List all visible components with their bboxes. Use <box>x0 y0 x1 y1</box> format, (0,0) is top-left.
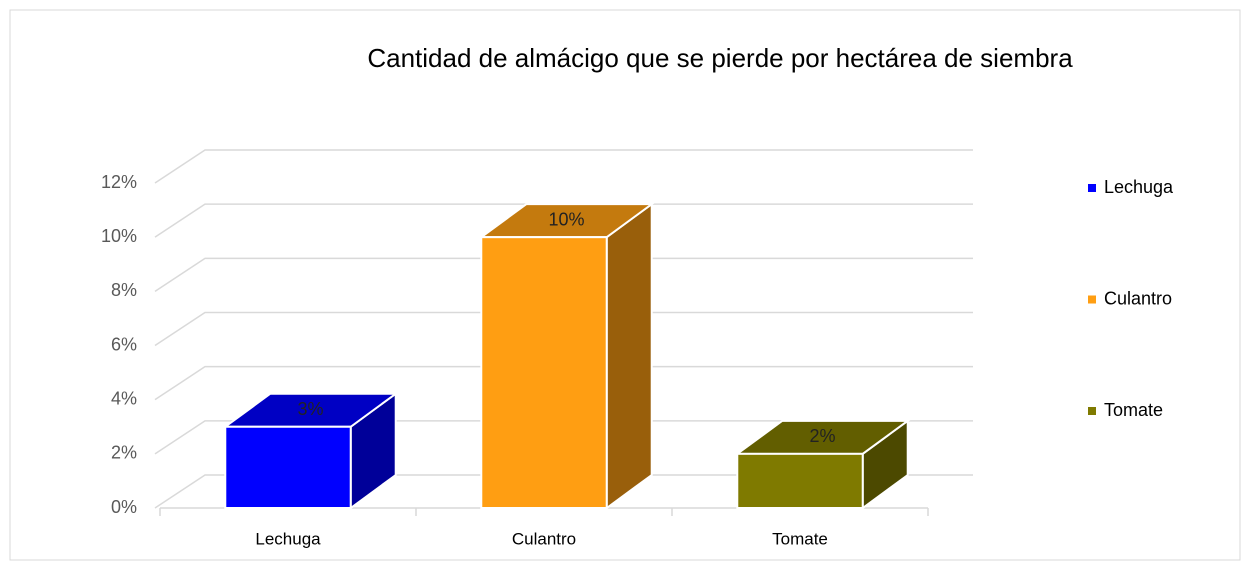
y-tick-label: 2% <box>111 443 137 463</box>
legend-label: Lechuga <box>1104 177 1174 197</box>
grid-line <box>154 149 973 184</box>
data-label: 2% <box>809 426 835 446</box>
x-tick-label: Culantro <box>512 529 576 548</box>
bar <box>480 236 608 510</box>
legend-marker <box>1088 407 1096 415</box>
y-tick-label: 0% <box>111 497 137 517</box>
legend-label: Culantro <box>1104 288 1172 308</box>
chart-title: Cantidad de almácigo que se pierde por h… <box>367 43 1073 73</box>
y-tick-label: 6% <box>111 334 137 354</box>
data-label: 3% <box>297 399 323 419</box>
bar-side <box>605 202 653 510</box>
y-tick-label: 12% <box>101 172 137 192</box>
y-tick-label: 10% <box>101 226 137 246</box>
legend-marker <box>1088 184 1096 192</box>
bar <box>736 452 864 510</box>
bar <box>224 425 352 509</box>
x-tick-label: Lechuga <box>255 529 321 548</box>
data-label: 10% <box>548 209 584 229</box>
x-tick-label: Tomate <box>772 529 828 548</box>
y-tick-label: 4% <box>111 388 137 408</box>
grid-line <box>154 257 973 292</box>
legend-marker <box>1088 295 1096 304</box>
grid-line <box>154 474 973 509</box>
legend-label: Tomate <box>1104 400 1163 420</box>
grid-line <box>154 420 973 455</box>
y-tick-label: 8% <box>111 280 137 300</box>
grid-line <box>154 311 973 347</box>
grid-line <box>154 365 973 401</box>
grid-line <box>154 203 973 238</box>
